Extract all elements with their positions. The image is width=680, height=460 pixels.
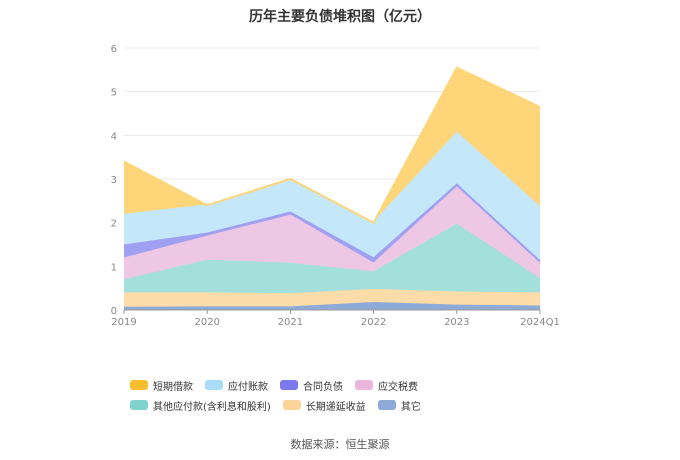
line-应交税费	[123, 186, 541, 265]
legend-item[interactable]: 长期递延收益	[282, 398, 366, 413]
y-tick-label: 2	[111, 219, 117, 230]
line-长期递延收益	[124, 288, 541, 296]
line-短期借款	[123, 66, 541, 225]
series-lines	[123, 66, 541, 309]
x-tick-label: 2022	[361, 317, 386, 328]
y-tick-label: 3	[111, 175, 117, 186]
legend-item[interactable]: 合同负债	[280, 378, 343, 393]
legend-item[interactable]: 短期借款	[130, 378, 193, 393]
area-series	[124, 67, 540, 310]
data-source-note: 数据来源：恒生聚源	[290, 438, 390, 451]
legend-item[interactable]: 应交税费	[355, 378, 418, 393]
x-tick-label: 2019	[111, 317, 136, 328]
legend-swatch	[205, 380, 223, 390]
line-其他应付款-含利息和股利-	[123, 223, 541, 282]
legend-label: 其它	[400, 401, 421, 413]
legend-label: 应交税费	[378, 381, 418, 393]
x-tick-label: 2021	[278, 317, 303, 328]
legend-item[interactable]: 其他应付款(含利息和股利)	[130, 398, 271, 413]
area-合同负债	[124, 184, 540, 265]
y-tick-label: 0	[111, 306, 117, 317]
x-tick-label: 2020	[194, 317, 219, 328]
area-其他应付款-含利息和股利-	[124, 224, 540, 295]
legend-swatch	[282, 400, 301, 410]
x-tick-label: 2024Q1	[520, 317, 560, 328]
legend-label: 合同负债	[303, 381, 343, 393]
x-tick-label: 2023	[444, 317, 469, 328]
legend-label: 长期递延收益	[305, 401, 366, 413]
y-tick-label: 1	[111, 262, 117, 273]
legend-swatch	[355, 380, 373, 390]
legend: 短期借款 应付账款 合同负债 应交税费其他应付款(含利息和股利) 长期递延收益 其它	[130, 378, 570, 413]
legend-label: 短期借款	[153, 381, 193, 393]
legend-swatch	[130, 400, 148, 410]
stacked-area-chart: 0 1 2 3 4 5 6 2019 2020 2021 2022 2023 2024Q1	[111, 44, 560, 328]
chart-title: 历年主要负债堆积图（亿元）	[249, 9, 431, 25]
y-tick-label: 5	[111, 88, 117, 99]
legend-item[interactable]: 应付账款	[205, 378, 268, 393]
legend-item[interactable]: 其它	[377, 398, 421, 413]
line-其它	[123, 301, 541, 309]
legend-label: 应付账款	[228, 381, 268, 393]
legend-swatch	[377, 400, 396, 410]
legend-swatch	[130, 380, 148, 390]
area-应交税费	[124, 187, 540, 281]
axes: 0 1 2 3 4 5 6 2019 2020 2021 2022 2023 2024Q1	[111, 44, 560, 328]
line-合同负债	[123, 183, 541, 263]
y-tick-label: 4	[111, 131, 117, 142]
y-tick-label: 6	[111, 44, 117, 55]
legend-label: 其他应付款(含利息和股利)	[153, 401, 271, 413]
area-应付账款	[124, 133, 540, 262]
legend-swatch	[280, 380, 298, 390]
